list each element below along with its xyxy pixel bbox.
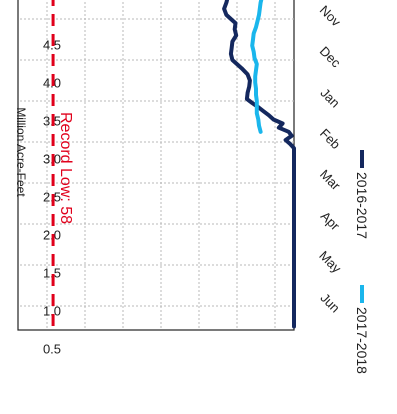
x-tick-label: Apr <box>318 208 343 233</box>
x-tick-label: May <box>316 248 344 276</box>
record-low-label: Record Low: 58 <box>57 112 74 224</box>
series-line-2017-2018 <box>250 0 268 134</box>
x-tick-label: Feb <box>317 126 343 152</box>
x-tick-labels: OctNovDecJanFebMarAprMayJun <box>316 2 344 315</box>
legend-label: 2016-2017 <box>354 172 370 239</box>
x-tick-label: Jun <box>317 290 342 315</box>
x-tick-label: Mar <box>317 167 344 194</box>
y-tick-label: 1.5 <box>43 265 61 280</box>
gridlines <box>18 0 294 330</box>
series-lines <box>218 0 296 329</box>
series-line-2016-2017 <box>218 0 296 329</box>
y-tick-label: 0.5 <box>43 341 61 356</box>
x-tick-label: Jan <box>317 85 342 110</box>
y-axis-title: Million Acre-Feet <box>14 107 28 197</box>
x-tick-label: Nov <box>317 2 344 29</box>
legend-label: 2017-2018 <box>354 307 370 374</box>
rotated-plot: 0.51.01.52.02.53.03.54.04.5 OctNovDecJan… <box>14 0 370 374</box>
legend: 2016-2017 2017-2018 <box>354 150 370 374</box>
x-tick-label: Dec <box>317 43 344 70</box>
y-tick-label: 1.0 <box>43 303 61 318</box>
